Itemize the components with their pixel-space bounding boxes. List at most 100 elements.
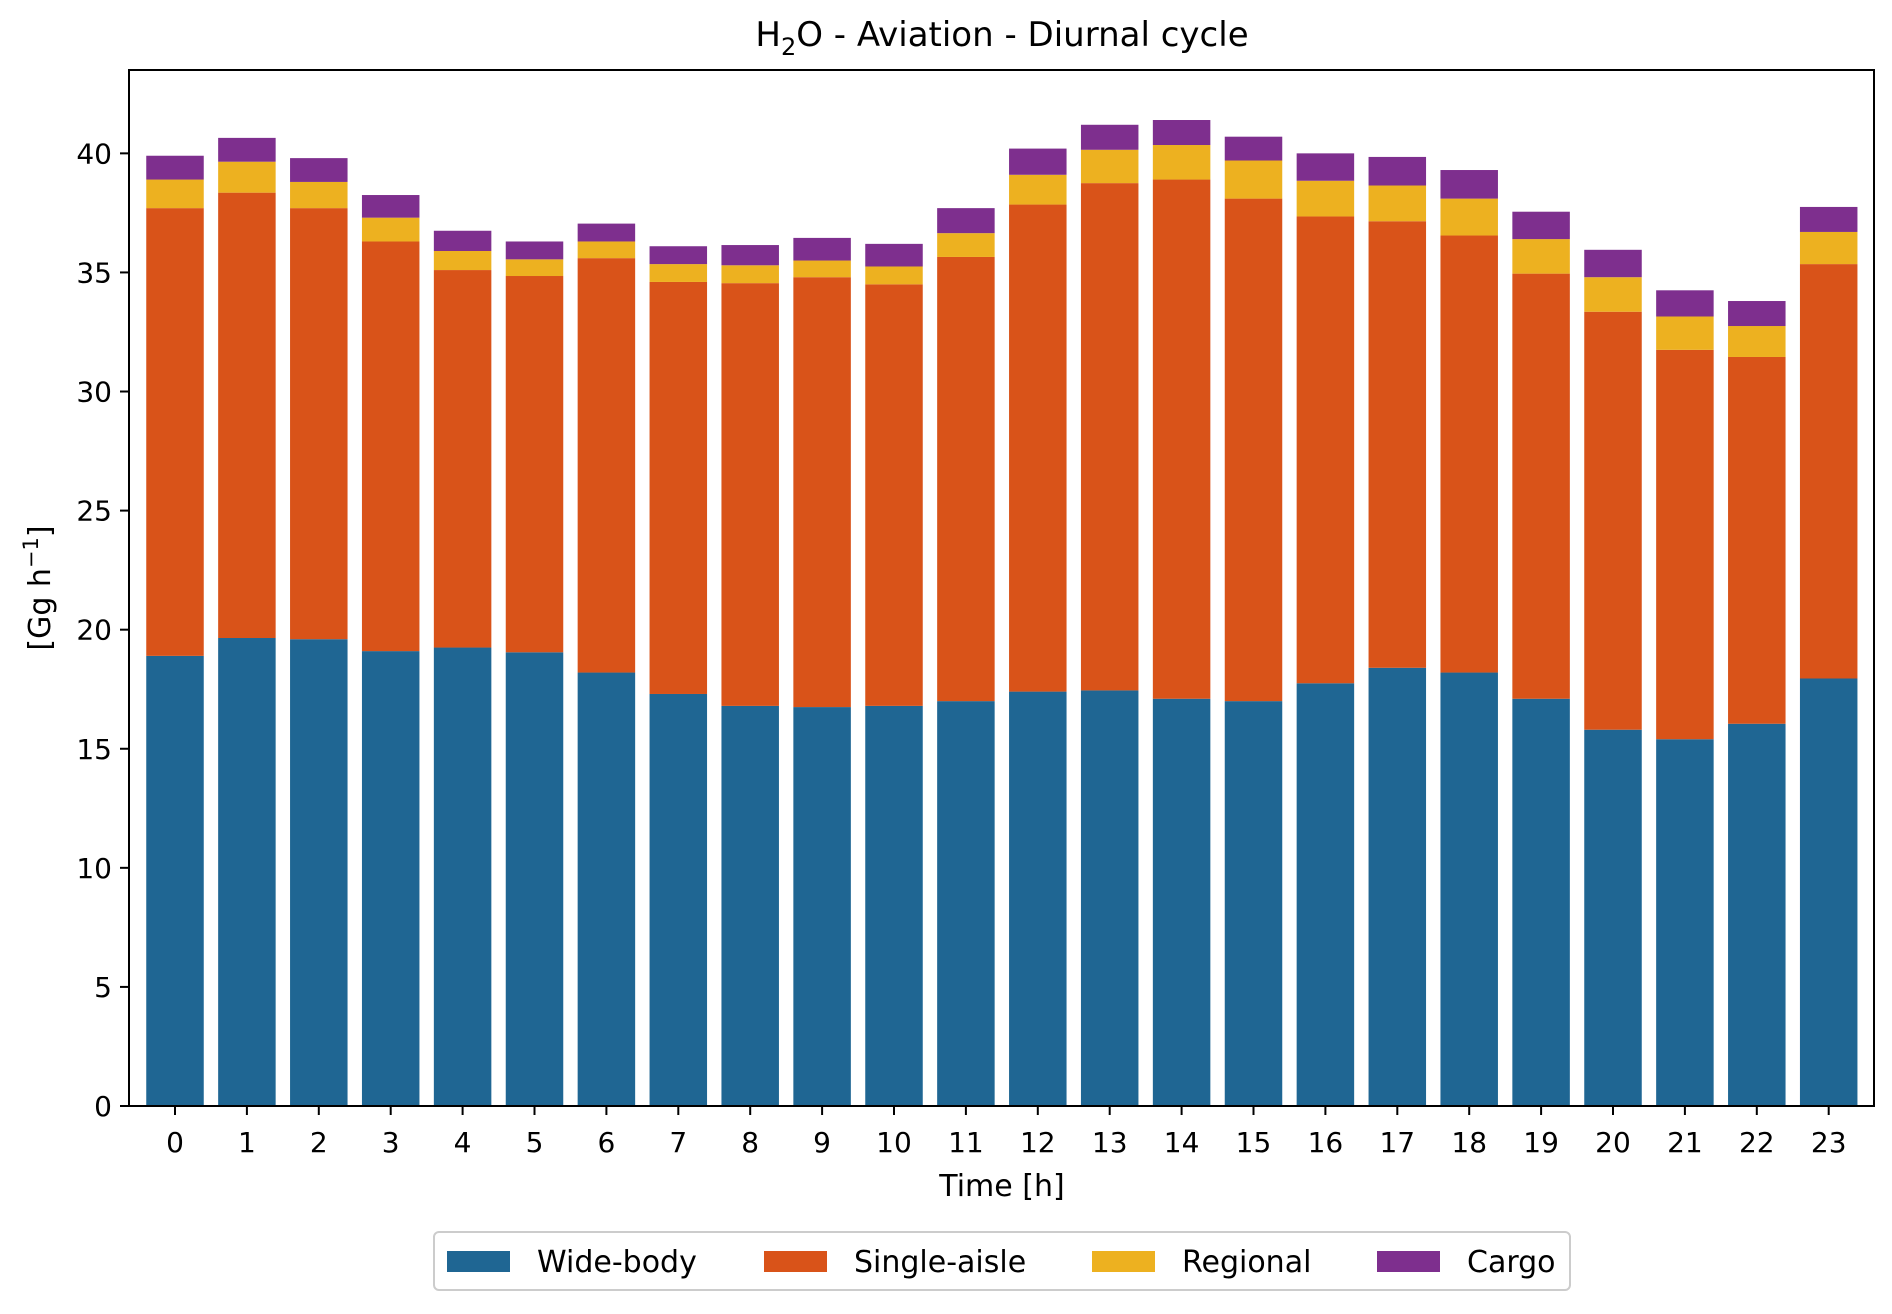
bar-cargo-20: [1584, 249, 1642, 278]
bar-wide-body-11: [937, 701, 995, 1106]
bar-single-aisle-9: [793, 277, 851, 708]
bar-single-aisle-23: [1799, 264, 1858, 679]
x-tick-label: 21: [1667, 1126, 1703, 1159]
bar-wide-body-19: [1512, 698, 1570, 1106]
bar-regional-15: [1224, 160, 1283, 199]
legend-label-cargo: Cargo: [1467, 1245, 1556, 1280]
x-tick-label: 20: [1595, 1126, 1631, 1159]
y-tick-label: 10: [76, 852, 112, 885]
bar-wide-body-6: [577, 672, 636, 1106]
bar-wide-body-16: [1296, 683, 1355, 1106]
bar-regional-3: [361, 217, 420, 242]
x-tick-label: 6: [597, 1126, 615, 1159]
bar-regional-13: [1080, 149, 1139, 184]
bar-wide-body-5: [505, 652, 564, 1106]
bar-wide-body-12: [1009, 691, 1067, 1106]
chart-title: H2O - Aviation - Diurnal cycle: [755, 15, 1248, 61]
bar-cargo-2: [290, 158, 348, 182]
bar-single-aisle-19: [1512, 273, 1570, 699]
bar-wide-body-18: [1440, 672, 1498, 1106]
bar-cargo-11: [937, 208, 995, 234]
bar-wide-body-15: [1224, 701, 1283, 1106]
x-tick-label: 12: [1020, 1126, 1056, 1159]
bar-single-aisle-3: [361, 241, 420, 652]
bar-cargo-8: [721, 245, 779, 266]
bars-group: [146, 120, 1858, 1106]
y-tick-label: 40: [76, 137, 112, 170]
legend-swatch-single-aisle: [764, 1251, 827, 1272]
bar-cargo-7: [649, 246, 708, 265]
x-tick-label: 14: [1164, 1126, 1200, 1159]
x-tick-label: 10: [876, 1126, 912, 1159]
bar-single-aisle-7: [649, 281, 708, 694]
bar-wide-body-23: [1799, 678, 1858, 1106]
bar-wide-body-0: [146, 655, 204, 1106]
x-tick-label: 4: [454, 1126, 472, 1159]
bar-single-aisle-16: [1296, 216, 1355, 684]
bar-single-aisle-18: [1440, 235, 1498, 673]
x-tick-label: 23: [1811, 1126, 1847, 1159]
bar-single-aisle-14: [1152, 179, 1211, 699]
bar-regional-23: [1799, 231, 1858, 265]
x-tick-label: 15: [1236, 1126, 1272, 1159]
bar-cargo-4: [433, 230, 492, 251]
bar-single-aisle-22: [1728, 356, 1786, 724]
bar-regional-20: [1584, 277, 1642, 312]
bar-cargo-17: [1368, 156, 1427, 186]
bar-cargo-14: [1152, 120, 1211, 146]
bar-wide-body-3: [361, 651, 420, 1106]
y-axis: 0 5 10 15 20 25 30 35 40: [76, 137, 129, 1123]
x-tick-label: 11: [948, 1126, 984, 1159]
bar-single-aisle-17: [1368, 221, 1427, 668]
bar-cargo-0: [146, 155, 204, 180]
bar-single-aisle-11: [937, 256, 995, 702]
bar-wide-body-1: [218, 638, 276, 1106]
bar-regional-6: [577, 241, 636, 259]
bar-cargo-10: [865, 243, 923, 267]
x-tick-label: 7: [669, 1126, 687, 1159]
x-tick-label: 0: [166, 1126, 184, 1159]
y-tick-label: 0: [94, 1090, 112, 1123]
x-tick-label: 22: [1739, 1126, 1775, 1159]
bar-regional-11: [937, 233, 995, 257]
bar-wide-body-13: [1080, 690, 1139, 1106]
x-tick-label: 2: [310, 1126, 328, 1159]
bar-single-aisle-2: [290, 208, 348, 640]
x-axis-label: Time [h]: [938, 1169, 1064, 1204]
x-tick-label: 9: [813, 1126, 831, 1159]
bar-regional-5: [505, 259, 564, 277]
bar-wide-body-17: [1368, 667, 1427, 1106]
bar-regional-18: [1440, 198, 1498, 236]
bar-cargo-22: [1728, 301, 1786, 327]
bar-cargo-1: [218, 137, 276, 162]
x-tick-label: 3: [382, 1126, 400, 1159]
x-tick-label: 17: [1379, 1126, 1415, 1159]
bar-regional-10: [865, 266, 923, 285]
bar-cargo-6: [577, 223, 636, 242]
bar-single-aisle-4: [433, 270, 492, 648]
bar-single-aisle-6: [577, 258, 636, 673]
bar-regional-22: [1728, 326, 1786, 357]
bar-regional-4: [433, 251, 492, 271]
bar-regional-21: [1656, 316, 1714, 350]
plot-frame: [128, 69, 1875, 1107]
bar-single-aisle-0: [146, 208, 204, 656]
bar-wide-body-2: [290, 639, 348, 1106]
bar-cargo-5: [505, 241, 564, 260]
bar-single-aisle-8: [721, 283, 779, 706]
bar-cargo-18: [1440, 170, 1498, 199]
bar-regional-2: [290, 181, 348, 209]
x-tick-label: 16: [1308, 1126, 1344, 1159]
bar-cargo-12: [1009, 148, 1067, 175]
legend-label-regional: Regional: [1182, 1245, 1311, 1280]
x-tick-label: 19: [1523, 1126, 1559, 1159]
bar-regional-8: [721, 265, 779, 284]
bar-single-aisle-10: [865, 284, 923, 706]
x-axis: 0 1 2 3 4 5 6 7 8 9 10 11 12 13 14 15 16 17 18 19 20 21 22 23: [166, 1106, 1847, 1159]
bar-single-aisle-5: [505, 276, 564, 653]
bar-regional-14: [1152, 145, 1211, 180]
bar-wide-body-10: [865, 705, 923, 1106]
bar-single-aisle-15: [1224, 198, 1283, 702]
